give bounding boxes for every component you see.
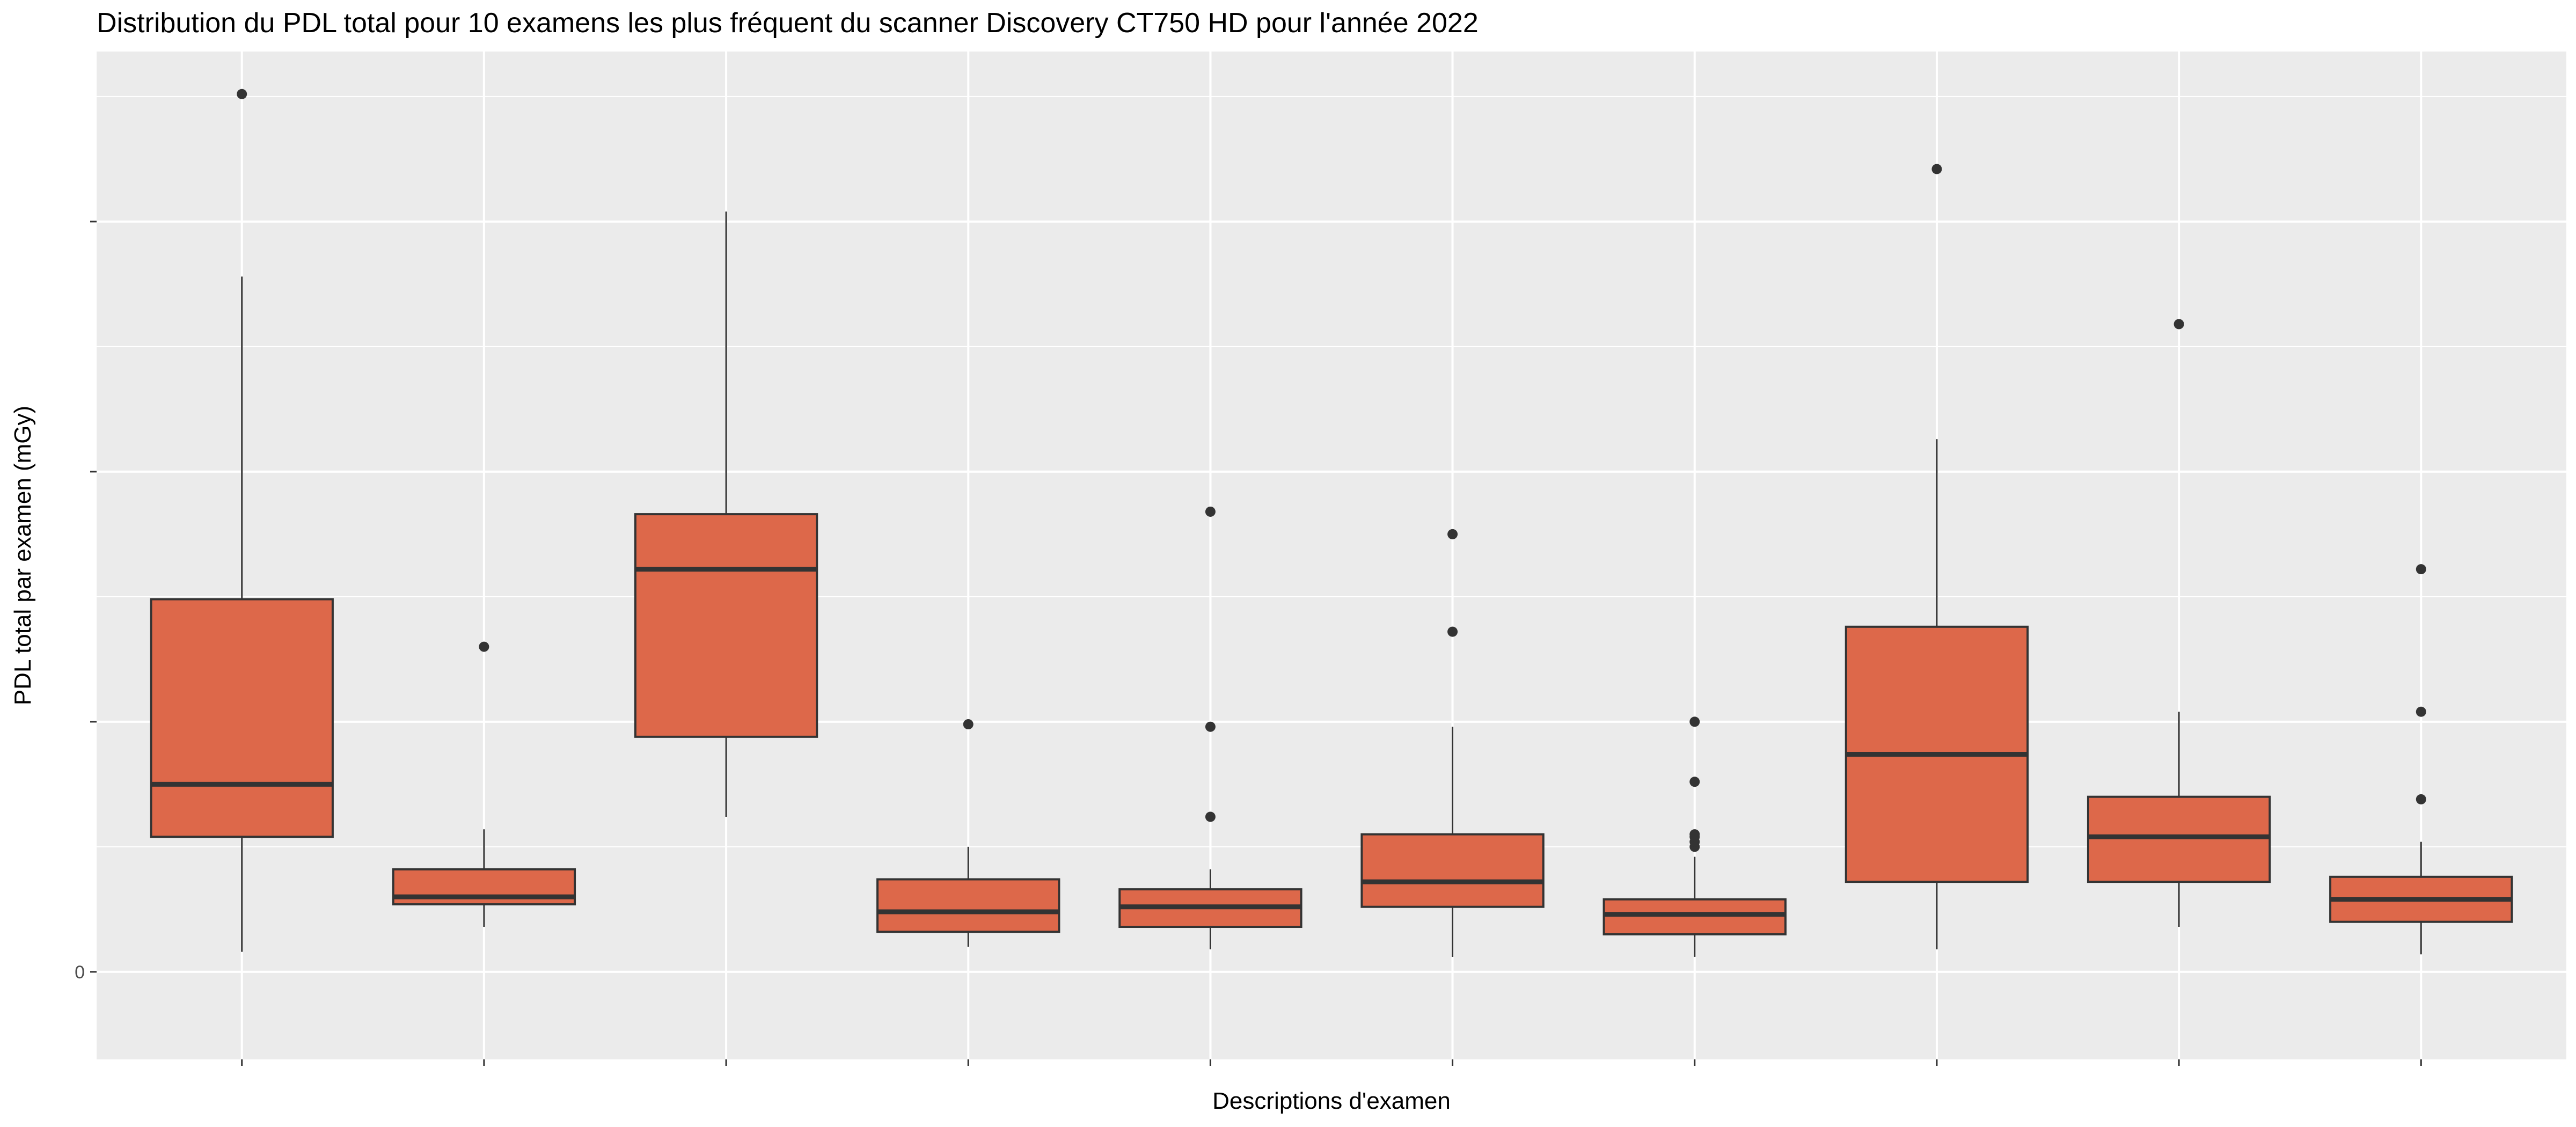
x-axis-label: Descriptions d'examen [1212, 1088, 1451, 1114]
box-group [634, 211, 818, 817]
outlier-point [479, 641, 489, 652]
outlier-point [1205, 721, 1216, 732]
outlier-point [963, 719, 974, 730]
box-group [1360, 529, 1545, 957]
plot-panel [97, 52, 2566, 1059]
outlier-point [1447, 626, 1458, 637]
y-tick-label: 0 [75, 962, 85, 983]
outlier-point [237, 89, 247, 99]
outlier-point [2174, 319, 2184, 330]
iqr-box [150, 598, 334, 838]
y-axis: 0 [75, 221, 97, 983]
outlier-point [1689, 829, 1700, 840]
outlier-point [1689, 716, 1700, 727]
x-axis [241, 1059, 2422, 1066]
box-group [1845, 164, 2029, 949]
box-group [1118, 506, 1302, 949]
iqr-box [634, 513, 818, 738]
iqr-box [2087, 795, 2271, 883]
outlier-point [1205, 506, 1216, 517]
outlier-point [1205, 811, 1216, 822]
outlier-point [1689, 777, 1700, 787]
outlier-point [2416, 794, 2426, 804]
chart-title: Distribution du PDL total pour 10 examen… [97, 8, 1479, 39]
box-group [392, 641, 576, 927]
outlier-point [1447, 529, 1458, 539]
box-group [876, 719, 1060, 947]
box-group [2087, 319, 2271, 927]
boxes [150, 89, 2513, 957]
outlier-point [2416, 564, 2426, 575]
iqr-box [1360, 833, 1545, 908]
box-group [1602, 716, 1787, 957]
box-group [150, 89, 334, 952]
iqr-box [876, 878, 1060, 933]
y-axis-label: PDL total par examen (mGy) [10, 406, 36, 705]
outlier-point [1931, 164, 1942, 174]
outlier-point [2416, 706, 2426, 717]
box-group [2329, 564, 2513, 955]
iqr-box [1602, 898, 1787, 935]
